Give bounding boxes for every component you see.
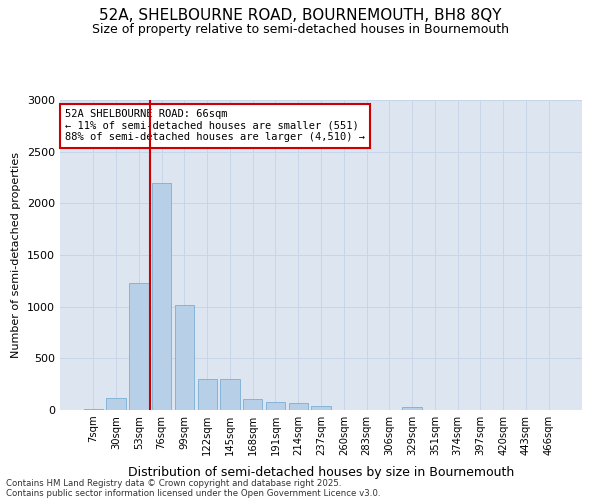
Bar [220, 379, 239, 410]
Bar [197, 379, 217, 410]
Text: Contains HM Land Registry data © Crown copyright and database right 2025.: Contains HM Land Registry data © Crown c… [6, 478, 341, 488]
Bar [289, 404, 308, 410]
Text: 52A SHELBOURNE ROAD: 66sqm
← 11% of semi-detached houses are smaller (551)
88% o: 52A SHELBOURNE ROAD: 66sqm ← 11% of semi… [65, 110, 365, 142]
Text: Contains public sector information licensed under the Open Government Licence v3: Contains public sector information licen… [6, 488, 380, 498]
Bar [129, 283, 149, 410]
Bar [106, 398, 126, 410]
Bar [175, 304, 194, 410]
Bar [311, 406, 331, 410]
Bar [403, 407, 422, 410]
Bar [266, 402, 285, 410]
X-axis label: Distribution of semi-detached houses by size in Bournemouth: Distribution of semi-detached houses by … [128, 466, 514, 479]
Bar [243, 399, 262, 410]
Text: Size of property relative to semi-detached houses in Bournemouth: Size of property relative to semi-detach… [91, 22, 509, 36]
Bar [152, 182, 172, 410]
Text: 52A, SHELBOURNE ROAD, BOURNEMOUTH, BH8 8QY: 52A, SHELBOURNE ROAD, BOURNEMOUTH, BH8 8… [99, 8, 501, 22]
Y-axis label: Number of semi-detached properties: Number of semi-detached properties [11, 152, 22, 358]
